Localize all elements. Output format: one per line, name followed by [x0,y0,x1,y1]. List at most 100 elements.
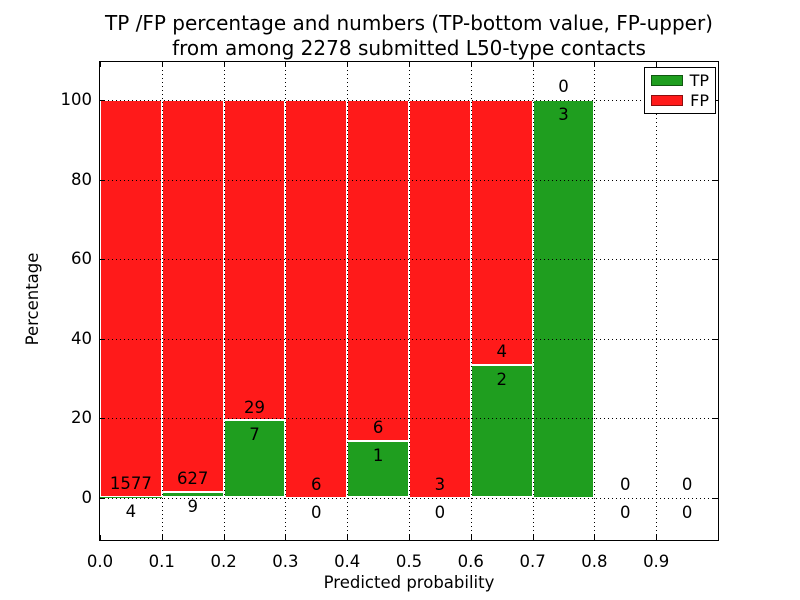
fp-count-label: 3 [434,474,446,494]
y-tick-right [713,259,718,260]
y-tick [100,179,105,181]
y-tick [100,418,105,419]
x-tick-top [347,62,349,67]
fp-count-label: 4 [496,342,507,362]
fp-count-label: 0 [558,77,569,97]
x-gridline [532,62,534,540]
tp-bar [532,100,595,498]
fp-count-label: 1577 [109,473,152,493]
chart-title-line2: from among 2278 submitted L50-type conta… [172,36,646,60]
y-tick-right [713,338,718,340]
fp-bar [470,100,533,365]
y-tick [100,497,105,499]
x-tick-top [532,62,534,67]
x-tick-label: 0.7 [519,552,546,571]
x-gridline [161,62,163,540]
tp-count-label: 4 [125,501,137,521]
x-tick-top [470,62,472,67]
x-tick [656,535,658,540]
x-tick-top [285,62,287,67]
tp-bar [223,420,286,498]
x-tick-label: 0.3 [272,552,299,571]
chart-title-line1: TP /FP percentage and numbers (TP-bottom… [105,11,713,35]
x-tick [100,535,101,540]
fp-legend-label: FP [690,90,709,110]
fp-bar [347,100,409,441]
x-tick-top [161,62,163,67]
x-tick-top [594,62,596,67]
x-tick-label: 0.0 [86,552,114,571]
x-tick-label: 0.1 [148,552,175,571]
y-tick-label: 100 [60,90,93,109]
fp-count-label: 627 [176,469,209,489]
y-tick-label: 60 [71,249,92,268]
fp-bar [285,100,348,498]
x-gridline [223,62,225,540]
x-tick [347,535,349,540]
fp-count-label: 29 [243,397,265,417]
x-tick [594,535,596,540]
tp-bar [100,496,162,498]
x-tick [532,535,534,540]
x-tick [285,535,287,540]
tp-count-label: 9 [187,496,198,516]
x-gridline [409,62,410,540]
y-tick [100,338,105,340]
fp-bar [161,100,224,492]
x-tick-top [223,62,225,67]
x-gridline [347,62,349,540]
tp-bar [470,365,533,498]
tp-count-label: 2 [496,370,507,390]
tp-count-label: 0 [620,502,631,522]
x-axis-label: Predicted probability [323,573,495,592]
y-tick [100,259,105,260]
x-tick [161,535,163,540]
y-tick-label: 20 [71,408,92,427]
tp-count-label: 0 [311,502,322,522]
x-tick-top [656,62,658,67]
x-tick-label: 0.5 [395,552,423,571]
tp-count-label: 7 [249,425,260,445]
y-axis-label: Percentage [23,252,42,346]
y-tick-right [713,497,718,499]
x-gridline [656,62,658,540]
fp-count-label: 0 [620,474,631,494]
x-gridline [594,62,596,540]
fp-legend-swatch-icon [651,94,684,106]
fp-bar [100,100,162,497]
x-tick [223,535,225,540]
legend: TP FP [644,67,716,114]
y-tick-label: 0 [81,487,93,507]
x-tick-label: 0.4 [334,552,361,571]
x-tick-label: 0.9 [643,552,670,571]
fp-bar [409,100,471,498]
y-tick-right [713,418,718,419]
chart-title: TP /FP percentage and numbers (TP-bottom… [100,11,718,61]
x-gridline [470,62,472,540]
legend-item-tp: TP [651,72,709,89]
plot-area: TP FP 1577 4 627 9 29 7 6 0 6 1 3 0 4 2 0 3 0 0 0 0 0.0 0.1 0.… [61,61,719,571]
tp-count-label: 1 [372,445,384,465]
x-tick-label: 0.8 [581,552,608,571]
y-tick-right [713,179,718,181]
legend-item-fp: FP [651,92,709,109]
tp-bar [347,440,409,498]
x-tick [409,535,410,540]
fp-count-label: 6 [311,474,322,494]
tp-count-label: 0 [434,502,446,522]
fp-bar [223,100,286,421]
x-gridline [285,62,287,540]
x-tick-top [409,62,410,67]
fp-count-label: 0 [681,474,693,494]
tp-legend-label: TP [689,71,709,91]
x-tick-label: 0.2 [210,552,237,571]
fp-count-label: 6 [372,417,384,437]
tp-legend-swatch-icon [651,75,683,87]
tp-count-label: 3 [558,105,569,125]
y-tick-label: 80 [71,169,92,189]
tp-count-label: 0 [681,502,693,522]
x-tick [470,535,472,540]
y-tick [100,100,105,101]
x-tick-top [100,62,101,67]
